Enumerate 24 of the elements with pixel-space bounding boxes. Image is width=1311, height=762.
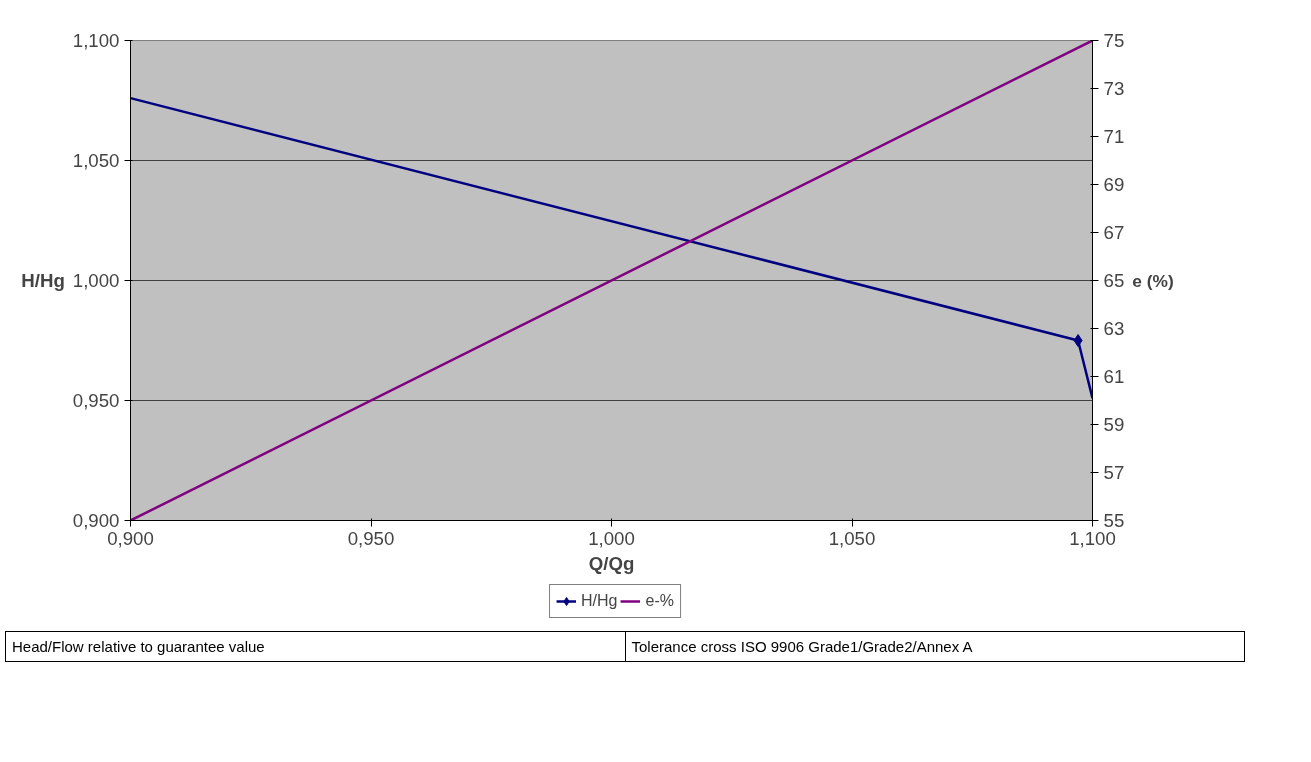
- text: Head/Flow relative to guarantee value: [5, 631, 625, 662]
- x-tick-label: 1,000: [588, 527, 635, 549]
- legend-label: H/Hg: [581, 592, 618, 610]
- y2-tick-label: 59: [1103, 414, 1125, 435]
- y2-tick-label: 75: [1103, 30, 1125, 51]
- y-tick-label: 1,000: [72, 270, 120, 291]
- y2-tick-label: 69: [1103, 174, 1125, 195]
- y2-tick-label: 65: [1103, 270, 1125, 291]
- legend-label: e-%: [645, 592, 674, 610]
- y-tick-label: 1,050: [72, 150, 120, 171]
- text: Tolerance cross ISO 9906 Grade1/Grade2/Annex A: [625, 631, 1245, 662]
- x-tick-label: 1,050: [828, 527, 876, 549]
- y2-tick-label: 67: [1103, 222, 1125, 243]
- x-tick-label: 0,950: [347, 527, 395, 549]
- y2-axis-title: e (%): [1132, 270, 1174, 291]
- y-axis-title: H/Hg: [21, 270, 65, 291]
- y2-tick-label: 63: [1103, 318, 1125, 339]
- y-tick-label: 1,100: [72, 30, 120, 51]
- y2-tick-label: 61: [1103, 366, 1125, 387]
- x-axis-title: Q/Qg: [588, 552, 635, 574]
- y-tick-label: 0,950: [72, 390, 120, 411]
- y2-tick-label: 57: [1103, 462, 1125, 483]
- y2-tick-label: 73: [1103, 78, 1125, 99]
- y2-tick-label: 71: [1103, 126, 1125, 147]
